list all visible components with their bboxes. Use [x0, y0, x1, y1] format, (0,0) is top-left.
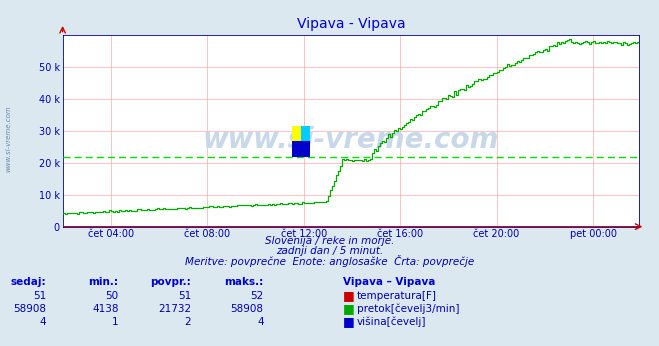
Text: Meritve: povprečne  Enote: anglosaške  Črta: povprečje: Meritve: povprečne Enote: anglosaške Črt… [185, 255, 474, 267]
Text: 58908: 58908 [13, 304, 46, 314]
Bar [292, 126, 301, 141]
Text: 4: 4 [257, 317, 264, 327]
Bar [301, 126, 310, 141]
Text: temperatura[F]: temperatura[F] [357, 291, 437, 301]
Text: Vipava – Vipava: Vipava – Vipava [343, 277, 435, 288]
Text: 50: 50 [105, 291, 119, 301]
Text: 2: 2 [185, 317, 191, 327]
Text: sedaj:: sedaj: [11, 277, 46, 288]
Text: povpr.:: povpr.: [150, 277, 191, 288]
Text: 51: 51 [33, 291, 46, 301]
Text: 4: 4 [40, 317, 46, 327]
Text: ■: ■ [343, 315, 355, 328]
Text: zadnji dan / 5 minut.: zadnji dan / 5 minut. [276, 246, 383, 256]
Text: 58908: 58908 [231, 304, 264, 314]
Title: Vipava - Vipava: Vipava - Vipava [297, 17, 405, 31]
Text: 51: 51 [178, 291, 191, 301]
Text: 1: 1 [112, 317, 119, 327]
Text: 52: 52 [250, 291, 264, 301]
Text: pretok[čevelj3/min]: pretok[čevelj3/min] [357, 303, 460, 314]
Text: 4138: 4138 [92, 304, 119, 314]
Text: ■: ■ [343, 289, 355, 302]
Text: maks.:: maks.: [224, 277, 264, 288]
Text: www.si-vreme.com: www.si-vreme.com [203, 126, 499, 154]
Text: Slovenija / reke in morje.: Slovenija / reke in morje. [265, 236, 394, 246]
Bar [292, 141, 310, 157]
Text: min.:: min.: [88, 277, 119, 288]
Text: 21732: 21732 [158, 304, 191, 314]
Text: višina[čevelj]: višina[čevelj] [357, 316, 426, 327]
Text: www.si-vreme.com: www.si-vreme.com [5, 105, 11, 172]
Text: ■: ■ [343, 302, 355, 315]
